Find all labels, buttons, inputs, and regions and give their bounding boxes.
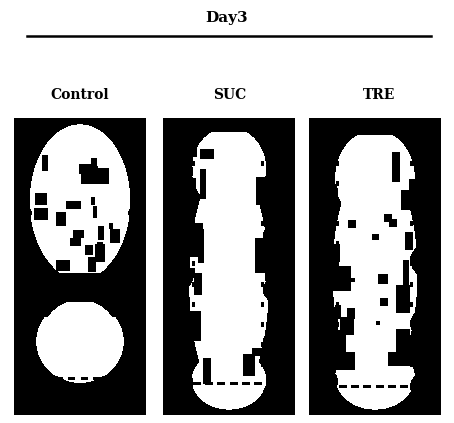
Text: SUC: SUC: [212, 88, 246, 102]
Text: Day3: Day3: [206, 11, 248, 25]
Text: Control: Control: [50, 88, 109, 102]
Text: TRE: TRE: [363, 88, 395, 102]
